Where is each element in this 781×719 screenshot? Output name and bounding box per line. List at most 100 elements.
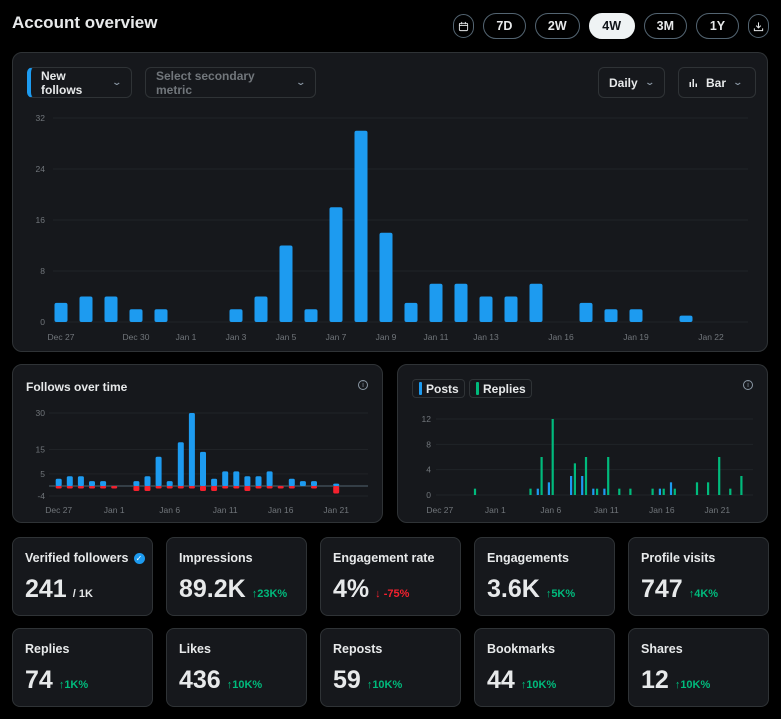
bar-mark[interactable] [479,296,493,323]
unfollows-bar[interactable] [222,486,229,489]
bar-mark[interactable] [504,296,518,323]
range-button-2w[interactable]: 2W [534,13,580,39]
calendar-button[interactable] [452,14,474,38]
follows-bar[interactable] [66,476,73,486]
interval-dropdown[interactable]: Daily ⌄ [598,67,665,98]
replies-bar[interactable] [551,419,554,495]
range-button-7d[interactable]: 7D [482,13,526,39]
stat-card-engagement-rate[interactable]: Engagement rate 4% ↓ -75% [320,537,461,616]
posts-bar[interactable] [603,488,606,495]
stat-card-verified-followers[interactable]: Verified followers ✓ 241 / 1K [12,537,153,616]
follows-bar[interactable] [311,481,317,486]
replies-bar[interactable] [618,488,621,495]
bar-mark[interactable] [629,309,643,322]
replies-bar[interactable] [729,488,732,495]
unfollows-bar[interactable] [311,486,317,489]
legend-posts[interactable]: Posts [412,379,465,398]
unfollows-bar[interactable] [211,486,218,491]
posts-bar[interactable] [536,488,539,495]
unfollows-bar[interactable] [244,486,251,491]
follows-bar[interactable] [89,481,95,486]
posts-bar[interactable] [570,476,573,495]
follows-bar[interactable] [144,476,151,486]
follows-bar[interactable] [244,476,251,486]
bar-mark[interactable] [154,309,168,322]
secondary-metric-dropdown[interactable]: Select secondary metric ⌄ [145,67,316,98]
bar-mark[interactable] [54,302,68,322]
unfollows-bar[interactable] [166,486,173,489]
replies-bar[interactable] [540,457,543,495]
replies-bar[interactable] [718,457,721,495]
unfollows-bar[interactable] [233,486,240,489]
follows-bar[interactable] [233,471,240,486]
unfollows-bar[interactable] [266,486,273,489]
bar-mark[interactable] [529,283,543,322]
range-button-4w[interactable]: 4W [588,13,635,39]
replies-bar[interactable] [629,488,632,495]
posts-bar[interactable] [581,476,584,495]
posts-bar[interactable] [547,482,550,495]
bar-mark[interactable] [254,296,268,323]
follows-bar[interactable] [133,481,140,486]
follows-bar[interactable] [333,483,340,486]
follows-bar[interactable] [77,476,84,486]
follows-bar[interactable] [255,476,262,486]
bar-mark[interactable] [279,245,293,323]
bar-mark[interactable] [79,296,93,323]
unfollows-bar[interactable] [66,486,73,489]
bar-mark[interactable] [579,302,593,322]
replies-bar[interactable] [529,488,532,495]
follows-bar[interactable] [266,471,273,486]
follows-bar[interactable] [177,442,184,486]
unfollows-bar[interactable] [144,486,151,491]
follows-bar[interactable] [55,478,62,486]
unfollows-bar[interactable] [255,486,262,489]
replies-bar[interactable] [707,482,710,495]
bar-mark[interactable] [604,309,618,322]
follows-bar[interactable] [200,451,206,486]
unfollows-bar[interactable] [133,486,140,491]
follows-bar[interactable] [288,478,295,486]
legend-replies[interactable]: Replies [469,379,532,398]
replies-bar[interactable] [740,476,743,495]
unfollows-bar[interactable] [288,486,295,489]
unfollows-bar[interactable] [277,486,284,489]
replies-bar[interactable] [695,482,699,495]
unfollows-bar[interactable] [333,486,340,494]
follows-bar[interactable] [222,471,229,486]
replies-bar[interactable] [573,463,576,495]
posts-bar[interactable] [658,488,661,495]
unfollows-bar[interactable] [77,486,84,489]
unfollows-bar[interactable] [89,486,95,489]
bar-mark[interactable] [304,309,318,322]
replies-bar[interactable] [651,488,654,495]
stat-card-shares[interactable]: Shares 12 ↑10K% [628,628,769,707]
stat-card-reposts[interactable]: Reposts 59 ↑10K% [320,628,461,707]
stat-card-bookmarks[interactable]: Bookmarks 44 ↑10K% [474,628,615,707]
unfollows-bar[interactable] [200,486,206,491]
unfollows-bar[interactable] [188,486,195,489]
bar-mark[interactable] [104,296,118,323]
bar-mark[interactable] [329,207,343,322]
primary-metric-dropdown[interactable]: New follows ⌄ [27,67,132,98]
follows-bar[interactable] [155,456,162,486]
chart-type-dropdown[interactable]: Bar ⌄ [678,67,756,98]
replies-bar[interactable] [584,457,588,495]
bar-mark[interactable] [454,283,468,322]
follows-bar[interactable] [166,481,173,486]
replies-bar[interactable] [473,488,477,495]
bar-mark[interactable] [129,309,143,322]
bar-mark[interactable] [429,283,443,322]
follows-bar[interactable] [100,481,107,486]
follows-bar[interactable] [188,413,195,486]
info-icon[interactable]: i [743,380,753,390]
stat-card-likes[interactable]: Likes 436 ↑10K% [166,628,307,707]
bar-mark[interactable] [679,315,693,322]
stat-card-profile-visits[interactable]: Profile visits 747 ↑4K% [628,537,769,616]
unfollows-bar[interactable] [111,486,118,489]
follows-bar[interactable] [211,478,218,486]
replies-bar[interactable] [673,488,676,495]
stat-card-replies[interactable]: Replies 74 ↑1K% [12,628,153,707]
bar-mark[interactable] [404,302,418,322]
unfollows-bar[interactable] [55,486,62,489]
